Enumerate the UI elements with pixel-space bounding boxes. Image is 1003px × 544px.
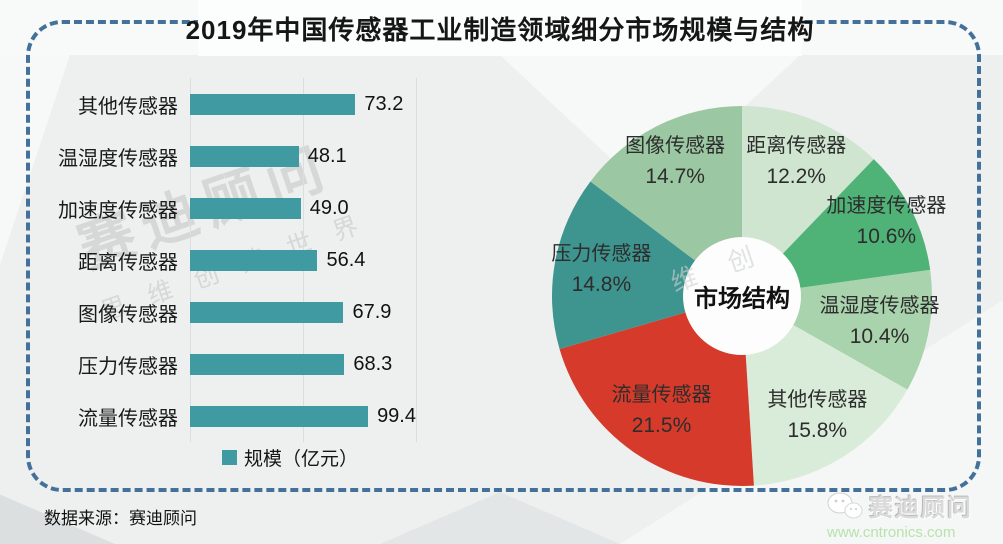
gridline: [416, 78, 417, 442]
donut-slice: [590, 106, 742, 261]
donut-slice: [745, 325, 908, 486]
bar-row: 压力传感器 68.3: [45, 338, 465, 390]
bar-fill: [190, 353, 345, 375]
bar-category-label: 温湿度传感器: [58, 147, 178, 170]
bar-track: 99.4: [190, 390, 416, 442]
bar-row: 流量传感器 99.4: [45, 390, 465, 442]
donut-slice: [552, 181, 696, 350]
donut-chart: 维创 距离传感器 12.2% 加速度传感器 10.6% 温湿度传感器 10.4% 其他传感器…: [542, 96, 946, 496]
bar-chart-rows: 其他传感器 73.2 温湿度传感器 48.1 加速度传感器 49.0 距离传感器 56.4 图像…: [45, 78, 465, 442]
wechat-icon: [827, 491, 863, 521]
title-band: 2019年中国传感器工业制造领域细分市场规模与结构: [186, 0, 813, 56]
bar-category-label: 图像传感器: [78, 303, 178, 326]
website-url: www.cntronics.com: [827, 524, 956, 541]
bar-value-label: 49.0: [309, 196, 349, 219]
bar-track: 56.4: [190, 234, 416, 286]
bar-fill: [190, 145, 299, 167]
donut-slices: [552, 106, 932, 487]
bar-track: 67.9: [190, 286, 416, 338]
bar-row: 其他传感器 73.2: [45, 78, 465, 130]
bar-track: 68.3: [190, 338, 416, 390]
bar-category-label: 其他传感器: [78, 95, 178, 118]
bar-chart-legend: 规模（亿元）: [222, 444, 358, 471]
bar-fill: [190, 405, 369, 427]
bar-category-label: 压力传感器: [78, 355, 178, 378]
bar-track: 49.0: [190, 182, 416, 234]
bar-value-label: 99.4: [377, 404, 416, 427]
brand-logo-text: 赛迪顾问: [869, 495, 973, 522]
legend-label: 规模（亿元）: [244, 449, 359, 470]
donut-slice: [782, 159, 931, 288]
bar-fill: [190, 249, 318, 271]
bar-chart: 其他传感器 73.2 温湿度传感器 48.1 加速度传感器 49.0 距离传感器 56.4 图像…: [45, 78, 465, 442]
bar-category-label: 流量传感器: [78, 407, 178, 430]
bar-fill: [190, 197, 301, 219]
donut-hole: [683, 237, 801, 355]
bar-category-label: 距离传感器: [78, 251, 178, 274]
bar-row: 距离传感器 56.4: [45, 234, 465, 286]
bar-row: 图像传感器 67.9: [45, 286, 465, 338]
donut-slice: [559, 312, 754, 487]
bar-value-label: 73.2: [364, 92, 404, 115]
bar-fill: [190, 93, 356, 115]
data-source-note: 数据来源：赛迪顾问: [44, 509, 197, 528]
bar-fill: [190, 301, 344, 323]
bar-value-label: 68.3: [353, 352, 393, 375]
background-decoration: [380, 492, 620, 544]
bar-track: 73.2: [190, 78, 416, 130]
bar-value-label: 56.4: [326, 248, 366, 271]
donut-center-label: 市场结构: [694, 285, 790, 313]
page-title: 2019年中国传感器工业制造领域细分市场规模与结构: [185, 14, 815, 45]
bar-value-label: 48.1: [307, 144, 347, 167]
bar-row: 加速度传感器 49.0: [45, 182, 465, 234]
footer-logo: 赛迪顾问 www.cntronics.com: [827, 488, 997, 541]
bar-category-label: 加速度传感器: [58, 199, 178, 222]
donut-slice: [742, 106, 874, 254]
bar-value-label: 67.9: [352, 300, 392, 323]
legend-swatch: [222, 450, 237, 465]
bar-track: 48.1: [190, 130, 416, 182]
bar-row: 温湿度传感器 48.1: [45, 130, 465, 182]
donut-slice: [793, 269, 932, 390]
